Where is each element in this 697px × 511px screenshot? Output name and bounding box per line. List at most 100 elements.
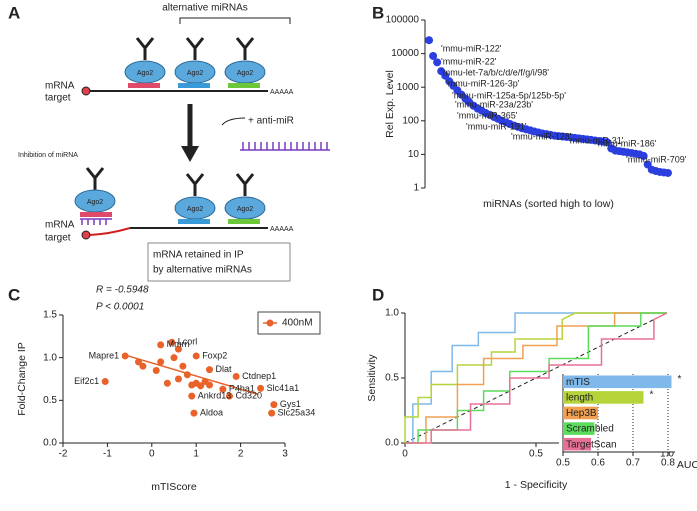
point-label: Eif2c1: [74, 376, 99, 386]
panel-label: C: [8, 285, 20, 304]
x-axis-label: AUC: [677, 459, 697, 471]
x-tick-label: -2: [59, 449, 68, 460]
legend-marker: [266, 319, 274, 327]
point: [197, 382, 205, 390]
target-label: target: [45, 233, 71, 244]
y-axis-label: Sensitivity: [366, 354, 378, 402]
bar: [563, 437, 591, 451]
y-tick-label: 100000: [386, 15, 420, 26]
point: [425, 36, 434, 45]
point: [152, 366, 160, 374]
complexes: [124, 37, 266, 88]
point: [139, 362, 147, 370]
point: [206, 381, 214, 389]
point: [206, 366, 214, 374]
bar-label: length: [566, 393, 593, 404]
x-axis-label: mTIScore: [151, 481, 197, 493]
annotation: 'mmu-miR-23a/23b': [455, 99, 533, 109]
point: [168, 338, 176, 346]
point: [226, 392, 233, 400]
trend-line: [124, 354, 259, 396]
point: [134, 358, 142, 366]
point: [192, 352, 200, 360]
x-tick-label: 3: [282, 449, 288, 460]
anti-mir-label: + anti-miR: [248, 116, 294, 127]
point-label: Dlat: [216, 364, 233, 374]
anti-mir: [240, 142, 330, 151]
x-axis-label: miRNAs (sorted high to low): [483, 198, 614, 210]
bracket: [179, 17, 291, 24]
cap: [81, 230, 91, 240]
point: [639, 151, 648, 160]
point-label: Cd320: [236, 390, 263, 400]
x-tick-label: 1: [193, 449, 199, 460]
x-tick-label: 2: [238, 449, 244, 460]
ago-label: Ago2: [187, 70, 203, 77]
point-label: Mapre1: [89, 350, 120, 360]
y-tick-label: 0.5: [385, 373, 399, 384]
point: [188, 392, 196, 400]
bar: [563, 406, 598, 420]
bar: [563, 391, 644, 404]
annotation: 'mmu-miR-22': [441, 56, 497, 66]
y-tick-label: 1.0: [385, 308, 399, 319]
note-text: mRNA retained in IP: [153, 250, 244, 261]
bar: [563, 375, 672, 389]
ago-label: Ago2: [237, 70, 253, 77]
annotation: 'mmu-miR-365': [457, 110, 518, 120]
diagram-label: alternative miRNAs: [162, 3, 248, 14]
x-tick-label: 0.8: [661, 458, 675, 469]
cap: [81, 86, 91, 96]
legend-label: 400nM: [282, 318, 313, 329]
annotation: 'mmu-miR-126-3p': [446, 78, 520, 88]
x-axis-label: 1 - Specificity: [505, 479, 568, 491]
annotation: 'mmu-miR-186': [596, 138, 657, 148]
point: [174, 345, 182, 353]
point: [433, 58, 442, 67]
x-tick-label: 0.5: [529, 449, 543, 460]
point: [183, 371, 191, 379]
x-tick-label: 0.7: [626, 458, 640, 469]
y-tick-label: 10000: [391, 48, 419, 59]
x-tick-label: 0: [402, 449, 408, 460]
mrna: [89, 227, 131, 236]
note-box: [147, 242, 291, 282]
point: [429, 51, 438, 60]
bar-label: Scrambled: [566, 424, 614, 435]
point: [663, 168, 672, 177]
point: [219, 385, 227, 393]
target-label: mRNA: [45, 81, 75, 92]
annotation: 'mmu-miR-31': [568, 135, 624, 145]
bar-label: mTIS: [566, 377, 590, 388]
point: [257, 384, 265, 392]
point-label: Ctdnep1: [242, 371, 276, 381]
annotation: 'mmu-miR-125a-5p/125b-5p': [452, 90, 566, 100]
ago-label: Ago2: [237, 206, 253, 213]
significance: *: [650, 390, 654, 401]
x-tick-label: 1.0: [660, 449, 674, 460]
x-tick-label: 0: [149, 449, 155, 460]
x-tick-label: 0.5: [556, 458, 570, 469]
annotation: 'mmu-miR-709': [626, 154, 687, 164]
point: [190, 409, 198, 417]
y-axis-label: Fold-Change IP: [16, 342, 28, 416]
y-tick-label: 0.0: [43, 438, 57, 449]
diagram: alternative miRNAs mRNA target AAAAA Ago…: [18, 3, 330, 282]
panel-label: A: [8, 3, 20, 22]
point-label: Ankrd13: [198, 390, 232, 400]
point: [232, 372, 240, 380]
point-label: Foxp2: [202, 350, 227, 360]
roc-curve: [405, 312, 668, 444]
point: [163, 379, 171, 387]
point: [101, 378, 109, 386]
ago-label: Ago2: [187, 206, 203, 213]
stat-label: R = -0.5948: [96, 285, 149, 296]
significance: *: [678, 374, 682, 385]
target-label: mRNA: [45, 220, 75, 231]
annotation: 'mmu-miR-191': [466, 121, 527, 131]
annotation: 'mmu-miR-128': [511, 131, 572, 141]
y-tick-label: 0.0: [385, 438, 399, 449]
y-axis-label: Rel Exp. Level: [384, 70, 396, 138]
point-label: Mmrn: [167, 339, 190, 349]
annotation: 'mmu-let-7a/b/c/d/e/f/g/i/98': [441, 67, 549, 77]
